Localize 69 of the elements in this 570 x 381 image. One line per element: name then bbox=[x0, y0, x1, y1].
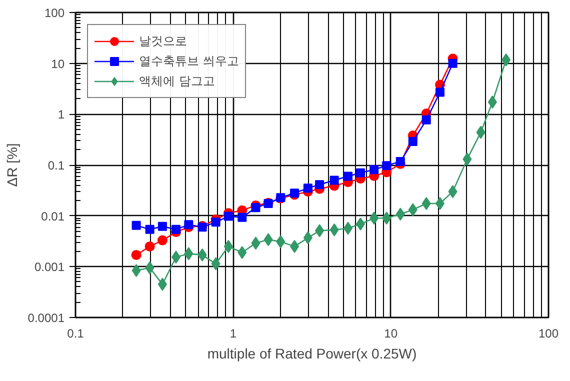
point bbox=[184, 220, 194, 230]
point bbox=[264, 233, 273, 246]
point bbox=[251, 236, 260, 250]
point bbox=[330, 223, 339, 236]
y-tick-label: 1 bbox=[58, 108, 65, 122]
point bbox=[462, 152, 472, 166]
point bbox=[330, 176, 339, 185]
point bbox=[211, 257, 220, 270]
x-tick-label: 10 bbox=[384, 326, 398, 340]
point bbox=[435, 88, 444, 97]
y-tick-label: 10 bbox=[51, 56, 65, 71]
y-tick-label: 100 bbox=[44, 6, 65, 20]
point bbox=[145, 261, 154, 274]
point bbox=[315, 224, 324, 238]
point bbox=[224, 240, 233, 253]
point bbox=[172, 250, 181, 264]
point bbox=[290, 240, 300, 253]
point bbox=[435, 196, 444, 210]
y-tick-label: 0.1 bbox=[48, 158, 65, 172]
point bbox=[145, 224, 154, 234]
point bbox=[408, 203, 418, 216]
point bbox=[158, 278, 167, 291]
point bbox=[198, 248, 207, 262]
point bbox=[157, 235, 168, 246]
point bbox=[448, 58, 458, 68]
point bbox=[344, 222, 353, 235]
point bbox=[370, 212, 379, 225]
x-tick-label: 1 bbox=[230, 326, 237, 340]
point bbox=[408, 136, 418, 146]
point bbox=[396, 208, 405, 221]
point bbox=[476, 126, 486, 139]
point bbox=[356, 168, 365, 178]
point bbox=[158, 222, 167, 231]
point bbox=[303, 184, 312, 193]
point bbox=[132, 220, 141, 230]
point bbox=[344, 172, 353, 181]
point bbox=[502, 53, 511, 66]
point bbox=[172, 224, 181, 234]
point bbox=[132, 264, 141, 278]
legend-label: 액체에 담그고 bbox=[139, 72, 215, 90]
point bbox=[131, 250, 142, 260]
point bbox=[356, 218, 365, 231]
point bbox=[422, 115, 431, 124]
point bbox=[303, 231, 312, 244]
y-tick-label: 0.001 bbox=[34, 260, 65, 274]
point bbox=[382, 161, 392, 170]
point bbox=[422, 196, 431, 210]
y-tick-label: 0.01 bbox=[41, 209, 65, 224]
point bbox=[251, 203, 260, 212]
y-axis-title: ΔR [%] bbox=[4, 143, 20, 187]
point bbox=[370, 165, 379, 174]
point bbox=[238, 212, 247, 222]
point bbox=[396, 157, 405, 166]
point bbox=[224, 212, 233, 221]
point bbox=[144, 241, 155, 252]
x-tick-label: 0.1 bbox=[67, 326, 84, 340]
legend-label: 날것으로 bbox=[139, 32, 187, 50]
x-axis-title: multiple of Rated Power(x 0.25W) bbox=[207, 346, 417, 362]
point bbox=[488, 96, 497, 109]
point bbox=[448, 185, 458, 198]
point bbox=[276, 235, 286, 248]
point bbox=[382, 212, 392, 225]
point bbox=[238, 246, 247, 259]
point bbox=[184, 247, 194, 260]
y-tick-label: 0.0001 bbox=[28, 311, 65, 325]
point bbox=[315, 180, 324, 190]
legend-label: 열수축튜브 씌우고 bbox=[139, 52, 239, 70]
x-tick-label: 100 bbox=[538, 326, 559, 340]
point bbox=[211, 218, 220, 227]
